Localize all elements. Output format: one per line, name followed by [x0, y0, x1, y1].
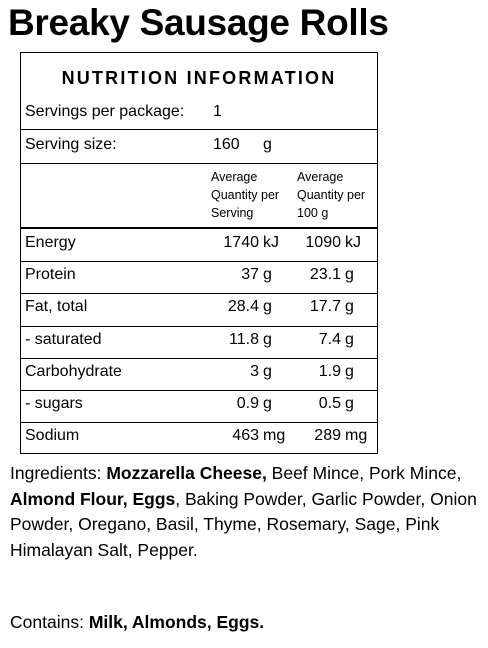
per-100g-value: 1.9 — [318, 362, 341, 380]
serving-size-unit: g — [263, 136, 272, 153]
per-100g-unit: g — [345, 330, 354, 348]
per-serving-value: 37 — [241, 266, 259, 284]
divider — [21, 227, 377, 229]
per-100g-value: 17.7 — [309, 298, 341, 316]
row-divider — [21, 261, 377, 263]
serving-size-value: 160 — [213, 136, 240, 153]
per-serving-unit: kJ — [263, 234, 279, 251]
nutrient-name: Protein — [25, 266, 76, 284]
row-divider — [21, 390, 377, 391]
contains-label: Contains: — [10, 612, 84, 632]
per-100g-unit: mg — [345, 427, 368, 445]
per-serving-value: 28.4 — [227, 298, 259, 316]
nutrition-panel: NUTRITION INFORMATION Servings per packa… — [20, 52, 378, 454]
per-serving-unit: g — [263, 330, 272, 348]
nutrient-name: Carbohydrate — [25, 362, 122, 380]
per-100g-unit: g — [345, 395, 354, 412]
per-100g-unit: g — [345, 266, 354, 284]
per-serving-unit: g — [263, 266, 272, 284]
nutrient-name: Sodium — [25, 427, 80, 445]
per-serving-unit: mg — [263, 427, 286, 445]
column-header: Average — [211, 170, 258, 184]
per-100g-unit: g — [345, 362, 354, 380]
column-header: 100 g — [297, 206, 329, 220]
column-header: Serving — [211, 206, 254, 220]
row-divider — [21, 422, 377, 424]
ingredient-text: Almond Flour, Eggs — [10, 488, 176, 509]
nutrient-name: - sugars — [25, 395, 83, 412]
per-serving-unit: g — [263, 298, 272, 316]
nutrient-name: - saturated — [25, 330, 102, 348]
per-100g-value: 289 — [314, 427, 341, 445]
per-100g-unit: g — [345, 298, 354, 316]
per-100g-value: 23.1 — [309, 266, 341, 284]
title: Breaky Sausage Rolls — [8, 2, 389, 43]
ingredient-text: Beef Mince, Pork Mince, — [266, 463, 462, 483]
ingredients: Ingredients: Mozzarella Cheese, Beef Min… — [10, 461, 484, 563]
ingredient-text: Mozzarella Cheese, — [106, 463, 267, 483]
per-serving-value: 463 — [232, 427, 259, 445]
allergens: Milk, Almonds, Eggs. — [88, 612, 265, 632]
per-100g-value: 1090 — [305, 234, 341, 251]
per-100g-value: 0.5 — [318, 395, 341, 412]
column-header: Average — [297, 170, 344, 184]
column-header: Quantity per — [211, 188, 280, 202]
ingredient-text: , Baking Powder, Garlic Powder, Onion Po… — [10, 488, 477, 560]
row-divider — [21, 357, 377, 359]
per-serving-value: 3 — [250, 362, 259, 380]
per-serving-unit: g — [263, 362, 272, 380]
servings-value: 1 — [213, 103, 222, 120]
divider — [21, 129, 377, 130]
column-header: Quantity per — [297, 188, 366, 202]
nutrient-name: Energy — [25, 234, 76, 251]
per-serving-value: 1740 — [223, 234, 259, 251]
per-serving-value: 0.9 — [236, 395, 259, 412]
per-100g-value: 7.4 — [318, 330, 341, 348]
divider — [21, 163, 377, 164]
servings-label: Servings per package: — [25, 103, 185, 120]
panel-heading: NUTRITION INFORMATION — [61, 68, 337, 88]
nutrient-name: Fat, total — [25, 298, 88, 316]
row-divider — [21, 325, 377, 327]
serving-size-label: Serving size: — [25, 136, 117, 153]
per-serving-unit: g — [263, 395, 272, 412]
per-serving-value: 11.8 — [229, 330, 259, 348]
contains: Contains: Milk, Almonds, Eggs. — [10, 612, 264, 633]
ingredients-label: Ingredients: — [10, 463, 102, 483]
row-divider — [21, 293, 377, 295]
per-100g-unit: kJ — [345, 234, 361, 251]
